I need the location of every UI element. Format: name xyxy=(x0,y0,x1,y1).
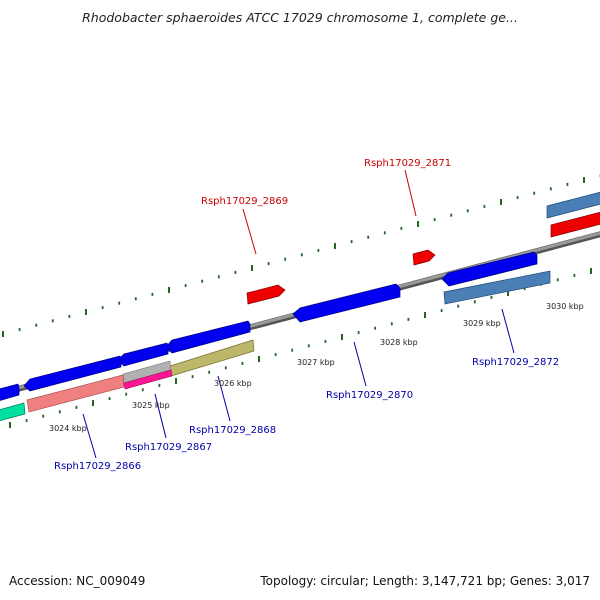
gene-box-forward-right-1[interactable] xyxy=(546,191,600,219)
position-label-3029: 3029 kbp xyxy=(463,319,501,328)
genome-summary: Topology: circular; Length: 3,147,721 bp… xyxy=(260,574,590,588)
gene-label-2871[interactable]: Rsph17029_2871 xyxy=(364,158,451,169)
position-label-3026: 3026 kbp xyxy=(214,379,252,388)
accession-label: Accession: NC_009049 xyxy=(9,574,146,588)
gene-arrow-2871[interactable] xyxy=(412,249,436,266)
gene-label-2870[interactable]: Rsph17029_2870 xyxy=(326,390,413,401)
gene-label-2866[interactable]: Rsph17029_2866 xyxy=(54,461,141,472)
gene-arrow-2868-upper[interactable] xyxy=(165,320,251,354)
gene-box-forward-right-2[interactable] xyxy=(550,211,600,238)
gene-arrow-2866-upper[interactable] xyxy=(23,355,122,392)
gene-label-2869[interactable]: Rsph17029_2869 xyxy=(201,196,288,207)
position-label-3030: 3030 kbp xyxy=(546,302,584,311)
gene-arrow-2872-upper[interactable] xyxy=(441,251,538,287)
position-label-3027: 3027 kbp xyxy=(297,358,335,367)
upper-tick-track xyxy=(2,174,600,337)
gene-arrow-2870[interactable] xyxy=(292,283,401,323)
gene-box-2872[interactable] xyxy=(443,270,551,305)
position-label-3028: 3028 kbp xyxy=(380,338,418,347)
leader-line-2870 xyxy=(353,341,367,387)
gene-arrow-2869[interactable] xyxy=(246,284,286,305)
position-label-3024: 3024 kbp xyxy=(49,424,87,433)
gene-label-2872[interactable]: Rsph17029_2872 xyxy=(472,357,559,368)
gene-box-2866[interactable] xyxy=(26,374,125,413)
gene-arrow-2867-upper[interactable] xyxy=(117,342,169,367)
gene-arrow-left-edge[interactable] xyxy=(0,383,20,402)
leader-line-2869 xyxy=(242,208,257,255)
leader-line-2872 xyxy=(501,308,515,354)
gene-box-2867[interactable] xyxy=(123,369,173,390)
leader-line-2866 xyxy=(82,413,97,459)
leader-line-2868 xyxy=(217,375,231,422)
leader-line-2871 xyxy=(404,169,417,217)
gene-label-2868[interactable]: Rsph17029_2868 xyxy=(189,425,276,436)
gene-label-2867[interactable]: Rsph17029_2867 xyxy=(125,442,212,453)
position-label-3025: 3025 kbp xyxy=(132,401,170,410)
gene-box-left-edge[interactable] xyxy=(0,402,26,422)
leader-line-2867 xyxy=(154,393,167,439)
page-title: Rhodobacter sphaeroides ATCC 17029 chrom… xyxy=(82,10,518,25)
